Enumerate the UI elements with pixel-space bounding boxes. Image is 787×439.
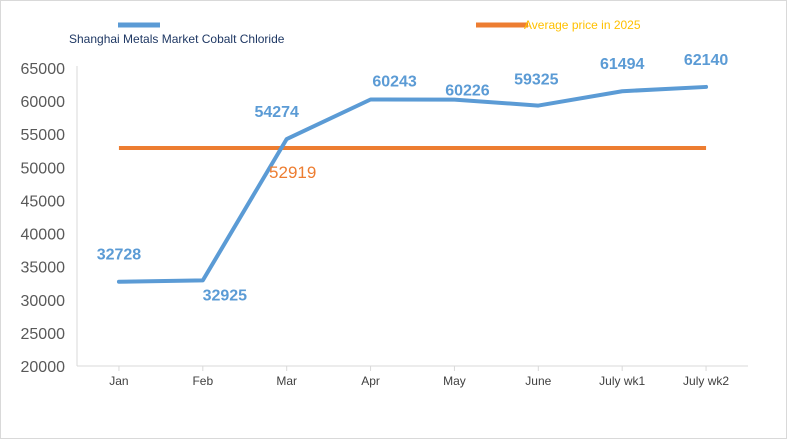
data-label: 32925 [203,287,248,304]
y-tick-label: 55000 [21,127,66,144]
x-tick-label: Feb [192,374,213,388]
data-label: 54274 [254,104,299,121]
y-tick-label: 50000 [21,160,66,177]
legend-label-average: Average price in 2025 [524,18,641,32]
x-tick-label: June [525,374,551,388]
y-tick-label: 20000 [21,359,66,376]
x-tick-label: Apr [361,374,380,388]
axes: 20000 25000 30000 35000 40000 45000 50000 55000… [21,61,748,388]
y-tick-label: 30000 [21,293,66,310]
average-data-label: 52919 [269,163,316,182]
y-tick-label: 25000 [21,326,66,343]
x-tick-label: July wk1 [599,374,645,388]
y-tick-label: 60000 [21,94,66,111]
data-labels: 32728 32925 54274 60243 60226 59325 61494 62140… [97,52,729,304]
legend: Shanghai Metals Market Cobalt Chloride A… [69,18,641,46]
data-label: 60243 [372,74,417,91]
legend-label-main: Shanghai Metals Market Cobalt Chloride [69,32,285,46]
data-label: 62140 [684,52,729,69]
y-tick-label: 40000 [21,227,66,244]
data-label: 60226 [445,83,490,100]
x-tick-label: July wk2 [683,374,729,388]
data-label: 59325 [514,72,559,89]
y-tick-label: 45000 [21,193,66,210]
x-tick-label: Mar [276,374,297,388]
x-tick-label: May [443,374,466,388]
y-tick-label: 65000 [21,61,66,78]
data-label: 61494 [600,56,645,73]
data-label: 32728 [97,247,142,264]
x-tick-label: Jan [109,374,128,388]
drop-lines [118,86,707,366]
y-tick-label: 35000 [21,260,66,277]
series-lines [116,84,709,284]
series-line-main [116,84,709,284]
